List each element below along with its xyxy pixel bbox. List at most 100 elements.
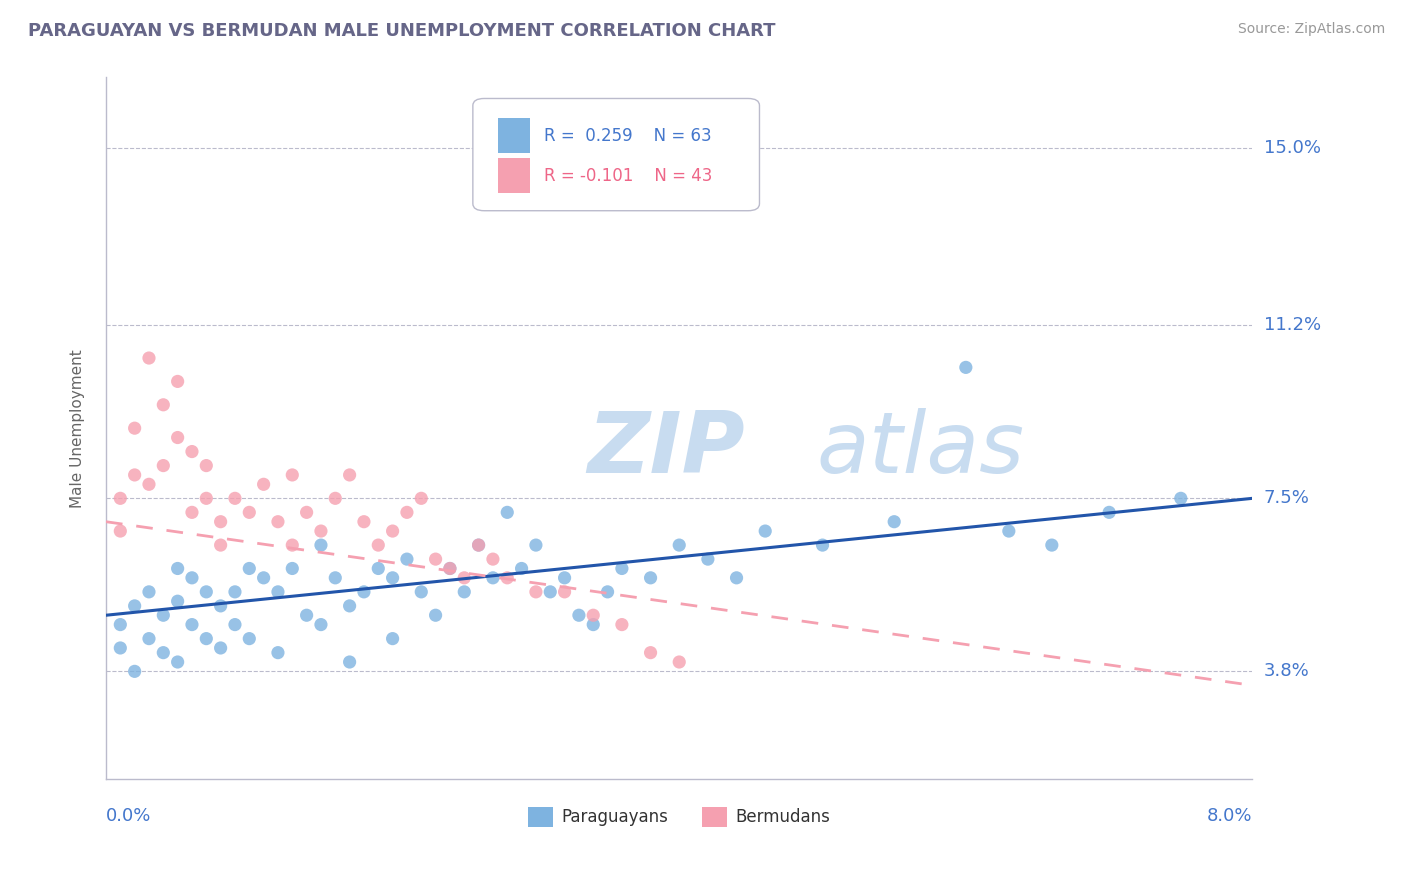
Point (381, 571, 404, 585)
Point (267, 515, 290, 529)
Point (696, 552, 718, 566)
Point (1040, 538, 1063, 552)
Point (1098, 505, 1121, 519)
Text: R = -0.101    N = 43: R = -0.101 N = 43 (544, 167, 713, 185)
Text: PARAGUAYAN VS BERMUDAN MALE UNEMPLOYMENT CORRELATION CHART: PARAGUAYAN VS BERMUDAN MALE UNEMPLOYMENT… (28, 22, 776, 40)
FancyBboxPatch shape (498, 118, 530, 153)
Point (524, 585, 547, 599)
Point (381, 524, 404, 538)
Point (224, 585, 246, 599)
Point (883, 515, 905, 529)
Text: 7.5%: 7.5% (1264, 490, 1309, 508)
Point (209, 538, 232, 552)
Point (238, 561, 260, 575)
Point (439, 561, 461, 575)
Point (482, 552, 505, 566)
Point (166, 375, 188, 389)
Point (238, 632, 260, 646)
Point (496, 505, 519, 519)
Point (568, 608, 591, 623)
Point (640, 571, 662, 585)
Point (181, 617, 204, 632)
Point (209, 515, 232, 529)
Point (309, 617, 332, 632)
Point (124, 665, 146, 679)
Point (152, 608, 174, 623)
Point (267, 646, 290, 660)
Text: atlas: atlas (817, 408, 1025, 491)
Point (554, 571, 576, 585)
Point (439, 561, 461, 575)
Point (453, 571, 475, 585)
Point (181, 505, 204, 519)
FancyBboxPatch shape (472, 98, 759, 211)
Point (339, 467, 361, 482)
Point (110, 640, 132, 655)
Point (209, 599, 232, 613)
Point (367, 538, 389, 552)
Point (224, 491, 246, 506)
Point (496, 571, 519, 585)
Point (138, 477, 160, 491)
Point (955, 360, 977, 375)
Point (323, 571, 346, 585)
Point (152, 646, 174, 660)
Point (110, 524, 132, 538)
Point (395, 505, 418, 519)
Point (309, 538, 332, 552)
Point (339, 655, 361, 669)
Point (195, 632, 218, 646)
Point (582, 608, 605, 623)
Point (381, 632, 404, 646)
Point (467, 538, 489, 552)
Point (152, 398, 174, 412)
Text: ZIP: ZIP (588, 408, 745, 491)
Point (152, 458, 174, 473)
Point (395, 552, 418, 566)
Point (124, 599, 146, 613)
Point (209, 640, 232, 655)
Point (295, 608, 318, 623)
Point (367, 561, 389, 575)
Point (252, 571, 274, 585)
Text: 15.0%: 15.0% (1264, 138, 1320, 157)
Point (353, 585, 375, 599)
Point (124, 467, 146, 482)
Text: 0.0%: 0.0% (105, 806, 152, 825)
Text: R =  0.259    N = 63: R = 0.259 N = 63 (544, 127, 711, 145)
Point (181, 571, 204, 585)
Point (181, 444, 204, 458)
Legend: Paraguayans, Bermudans: Paraguayans, Bermudans (522, 800, 837, 834)
Point (582, 617, 605, 632)
Point (252, 477, 274, 491)
Point (110, 617, 132, 632)
Point (411, 491, 433, 506)
Point (453, 585, 475, 599)
Point (267, 585, 290, 599)
FancyBboxPatch shape (498, 158, 530, 194)
Point (309, 524, 332, 538)
Point (110, 491, 132, 506)
Text: 3.8%: 3.8% (1264, 663, 1309, 681)
Point (610, 617, 633, 632)
Point (640, 646, 662, 660)
Point (668, 655, 690, 669)
Point (482, 571, 505, 585)
Point (166, 431, 188, 445)
Text: Male Unemployment: Male Unemployment (70, 349, 84, 508)
Point (610, 561, 633, 575)
Point (138, 585, 160, 599)
Point (138, 351, 160, 365)
Point (138, 632, 160, 646)
Point (238, 505, 260, 519)
Point (323, 491, 346, 506)
Point (195, 491, 218, 506)
Point (425, 552, 447, 566)
Point (166, 594, 188, 608)
Point (668, 538, 690, 552)
Point (998, 524, 1021, 538)
Point (467, 538, 489, 552)
Point (281, 467, 304, 482)
Point (166, 655, 188, 669)
Point (353, 515, 375, 529)
